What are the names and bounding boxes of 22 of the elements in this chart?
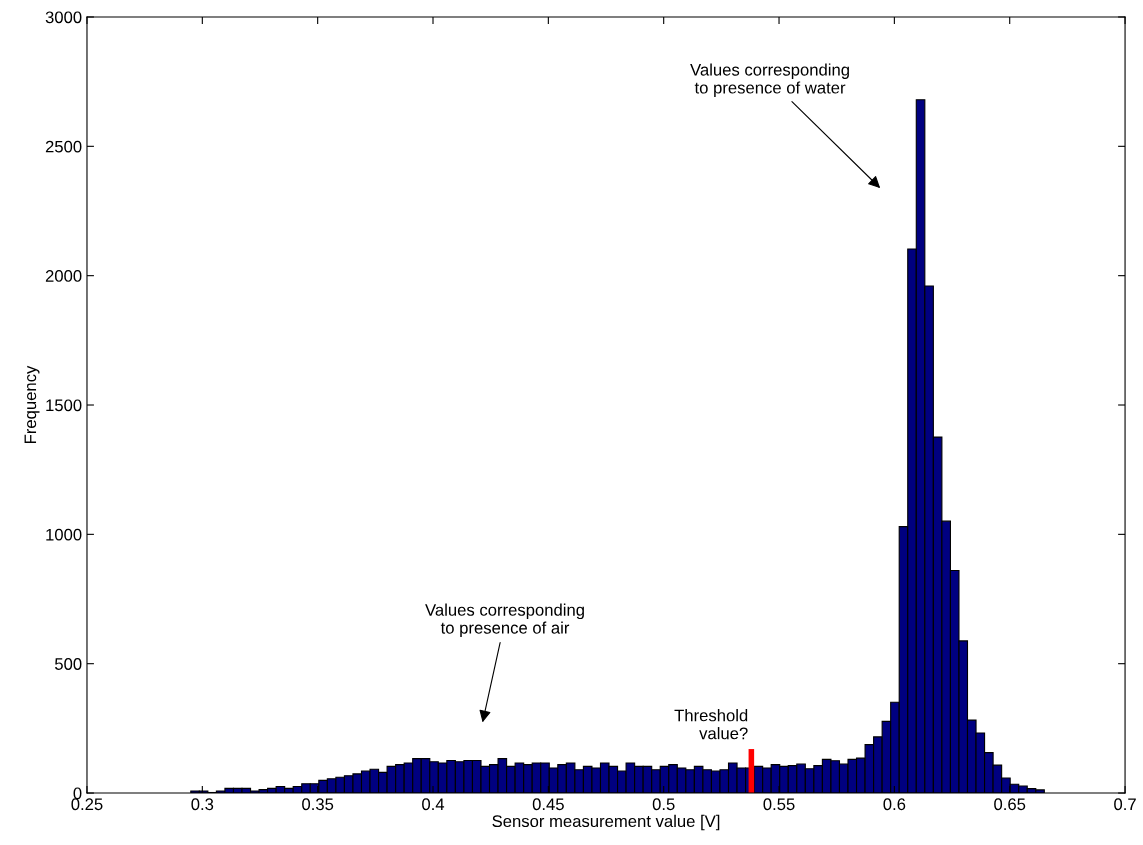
annotation: Values corresponding to presence of water [690, 63, 849, 97]
y-axis-title: Frequency [24, 365, 40, 444]
x-tick-label: 0.5 [652, 798, 675, 811]
x-axis-title: Sensor measurement value [V] [492, 814, 720, 831]
y-tick-label: 1000 [46, 528, 82, 541]
y-tick-label: 2500 [45, 140, 82, 153]
x-tick-label: 0.4 [422, 798, 445, 811]
x-tick-label: 0.6 [883, 798, 906, 811]
y-tick-label: 1500 [46, 399, 82, 412]
annotation: Threshold value? [674, 709, 748, 740]
x-tick-label: 0.7 [1114, 798, 1136, 811]
y-tick-label: 2000 [45, 270, 82, 282]
x-tick-label: 0.35 [302, 798, 334, 811]
x-tick-label: 0.65 [994, 798, 1026, 811]
x-tick-label: 0.55 [763, 798, 795, 811]
y-tick-label: 3000 [45, 11, 82, 24]
y-tick-label: 0 [73, 787, 82, 800]
x-tick-label: 0.3 [191, 798, 214, 811]
annotation: Values corresponding to presence of air [425, 603, 584, 638]
x-tick-label: 0.25 [71, 798, 103, 811]
x-tick-label: 0.45 [532, 798, 564, 811]
y-tick-label: 500 [54, 658, 82, 670]
